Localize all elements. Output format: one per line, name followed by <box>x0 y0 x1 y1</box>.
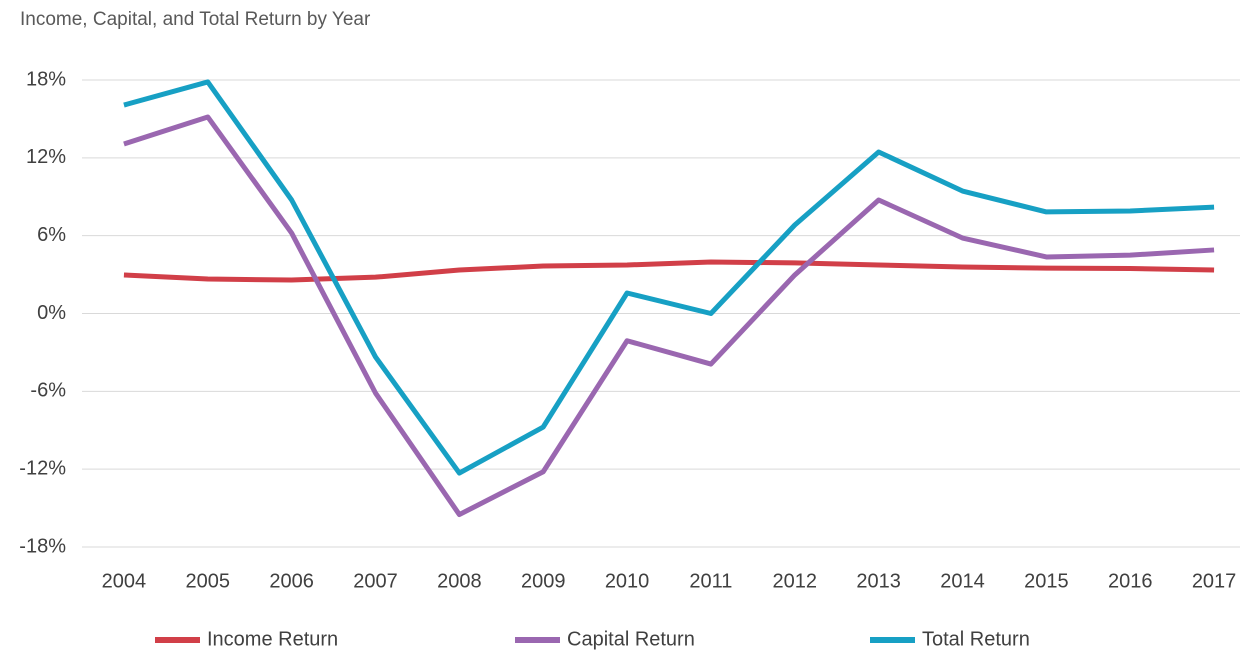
legend-label: Total Return <box>922 628 1030 650</box>
x-tick-label: 2009 <box>521 570 566 592</box>
chart-title: Income, Capital, and Total Return by Yea… <box>20 9 371 30</box>
legend-label: Capital Return <box>567 628 695 650</box>
y-tick-label: -18% <box>19 535 66 557</box>
line-series <box>123 79 1215 476</box>
y-tick-label: 6% <box>37 224 66 246</box>
x-tick-label: 2014 <box>940 570 985 592</box>
x-tick-label: 2011 <box>689 570 732 592</box>
x-tick-label: 2012 <box>773 570 818 592</box>
y-tick-label: -12% <box>19 457 66 479</box>
line-series <box>123 114 1215 518</box>
x-tick-label: 2006 <box>269 570 314 592</box>
y-tick-label: 0% <box>37 302 66 324</box>
line-series <box>123 259 1215 283</box>
x-tick-label: 2017 <box>1192 570 1237 592</box>
x-tick-label: 2007 <box>353 570 398 592</box>
x-tick-label: 2005 <box>186 570 231 592</box>
y-tick-label: 18% <box>26 68 66 90</box>
x-tick-label: 2015 <box>1024 570 1069 592</box>
x-tick-label: 2013 <box>856 570 901 592</box>
x-tick-label: 2016 <box>1108 570 1153 592</box>
x-tick-label: 2008 <box>437 570 482 592</box>
x-tick-label: 2010 <box>605 570 650 592</box>
y-tick-label: -6% <box>30 380 66 402</box>
legend-label: Income Return <box>207 628 338 650</box>
y-tick-label: 12% <box>26 146 66 168</box>
x-tick-label: 2004 <box>102 570 147 592</box>
